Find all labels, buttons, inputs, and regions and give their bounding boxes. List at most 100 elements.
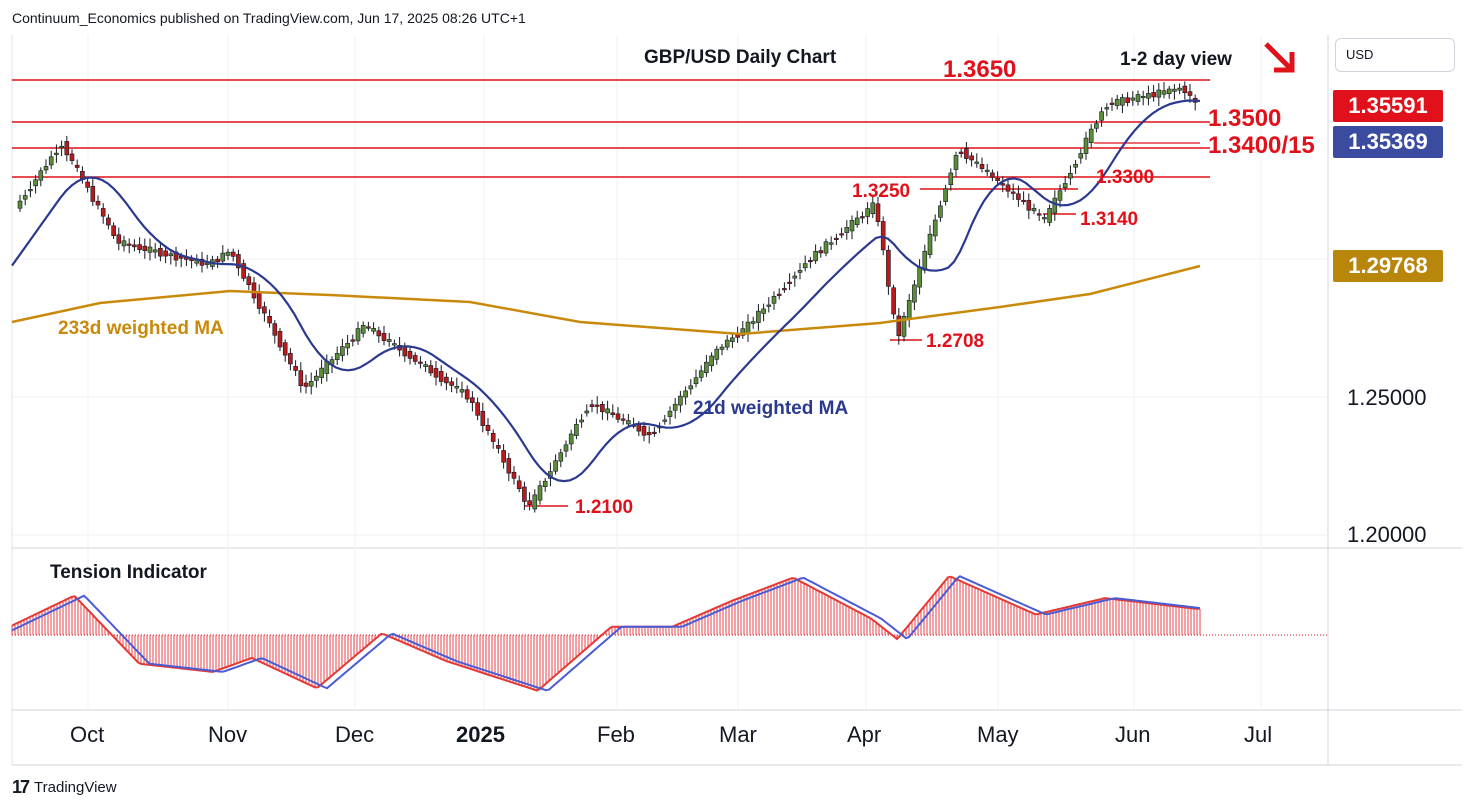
candle-body [1140,95,1146,99]
candle-body [132,244,137,248]
candle-body [54,152,59,155]
candle-body [485,424,491,431]
candle-body [506,458,512,474]
candle-body [251,282,257,299]
candle-body [844,227,850,233]
x-tick-label: Dec [335,722,375,747]
candle-body [64,141,70,156]
candle-body [610,412,616,415]
x-tick-label: Oct [70,722,105,747]
candle-body [600,403,605,413]
candle-body [1073,163,1078,168]
candle-body [90,186,96,202]
x-tick-label: May [977,722,1019,747]
candle-body [714,348,720,360]
level-label-1.3400: 1.3400/15 [1208,132,1315,159]
candle-body [672,403,678,411]
candle-body [1094,123,1099,129]
candle-body [797,270,803,273]
candle-body [698,370,704,378]
candle-body [782,288,787,291]
candle-body [1026,199,1032,211]
candle-body [1068,172,1073,179]
attribution: Continuum_Economics published on Trading… [12,10,526,26]
candle-body [787,281,792,284]
candle-body [1005,184,1011,192]
candle-body [730,337,735,342]
candle-body [542,480,548,487]
candle-body [870,202,876,214]
candle-body [355,328,361,342]
candle-body [1151,92,1156,98]
candle-body [1120,97,1125,106]
candle-body [964,148,969,159]
candle-body [594,404,600,407]
candle-body [678,395,683,406]
currency-button[interactable]: USD [1335,38,1455,72]
candle-body [865,208,870,217]
tradingview-logo[interactable]: 17 TradingView [12,777,117,797]
oscillator-title: Tension Indicator [50,562,207,583]
candle-body [912,284,917,303]
candle-body [984,169,990,172]
candle-body [428,365,434,374]
candle-body [241,263,246,279]
candle-body [948,172,954,186]
candle-body [100,208,106,217]
candle-body [589,404,595,407]
candle-body [48,156,54,166]
y-tick-label: 1.25000 [1347,385,1427,410]
candle-body [423,364,428,367]
candle-body [402,346,408,357]
candle-body [496,445,501,449]
candle-body [1083,137,1089,154]
candle-body [272,323,278,336]
candle-body [693,377,699,385]
chart-subtitle: 1-2 day view [1120,49,1232,70]
candle-body [1156,89,1162,98]
x-tick-label: Feb [597,722,635,747]
candle-body [704,361,709,374]
candle-body [220,252,226,262]
candle-body [236,254,241,269]
candle-body [938,205,943,218]
candle-body [1000,183,1006,186]
x-tick-label: 2025 [456,722,505,747]
candle-body [839,233,844,236]
candle-body [626,420,631,425]
candle-body [1021,199,1026,203]
candle-body [927,233,933,255]
candle-body [1130,97,1136,101]
candle-body [854,217,860,225]
candle-body [979,164,985,169]
candle-body [376,330,382,337]
candle-body [636,424,642,432]
support-label-1.2708: 1.2708 [926,331,985,352]
candle-body [771,296,777,304]
candle-body [537,485,543,501]
candle-body [17,200,23,209]
candle-body [215,258,220,262]
candle-body [953,155,959,170]
candle-body [74,164,80,168]
candle-body [433,368,439,378]
candle-body [1146,93,1151,99]
candle-body [584,410,590,414]
candle-body [574,424,579,436]
candle-body [386,339,392,342]
candle-body [958,151,964,154]
candle-body [719,346,725,350]
candle-body [152,249,158,253]
candle-body [667,410,673,417]
price-tag-233d-ma: 1.29768 [1333,250,1443,282]
candle-body [745,321,751,334]
candle-body [558,452,564,462]
candle-body [449,381,454,386]
candle-body [22,195,28,200]
tradingview-icon: 17 [12,777,30,797]
candle-body [646,432,652,436]
candle-body [28,189,33,192]
candle-body [1177,87,1182,91]
support-label-1.3140: 1.3140 [1080,209,1139,230]
